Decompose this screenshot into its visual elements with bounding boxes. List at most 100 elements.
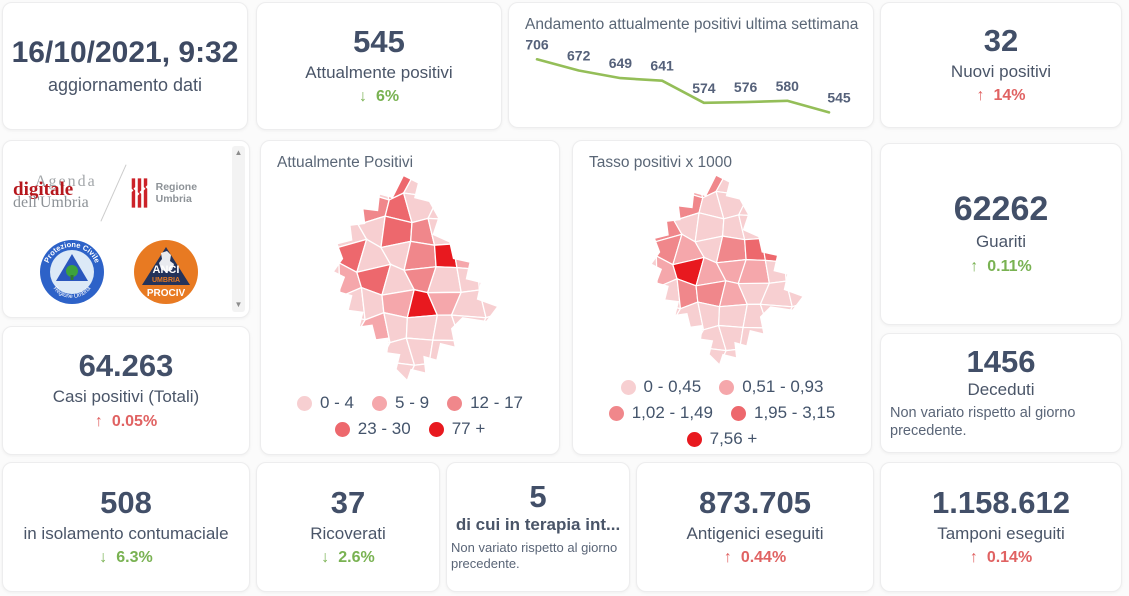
- stat-label: Attualmente positivi: [305, 62, 453, 82]
- card-trend-chart: Andamento attualmente positivi ultima se…: [508, 2, 874, 128]
- stat-delta: ↑ 0.14%: [970, 549, 1032, 567]
- stat-label: Guariti: [975, 232, 1027, 252]
- card-casi-totali: 64.263 Casi positivi (Totali) ↑ 0.05%: [2, 326, 250, 455]
- stat-delta: ↓ 6%: [359, 88, 399, 106]
- legend-dot-icon: [297, 395, 312, 411]
- card-logos: Agenda digitale dell'Umbria Regione Umbr…: [2, 140, 250, 318]
- legend-label: 0,51 - 0,93: [742, 377, 824, 396]
- stat-delta: ↑ 0.44%: [724, 549, 786, 567]
- svg-text:641: 641: [650, 58, 674, 74]
- stat-value: 64.263: [78, 348, 174, 384]
- legend-dot-icon: [731, 405, 746, 421]
- legend-label: 0 - 0,45: [643, 377, 702, 396]
- stat-delta-value: 0.14%: [986, 549, 1033, 567]
- agenda-logo-line1: Agenda: [35, 173, 97, 191]
- legend-label: 77 +: [451, 419, 486, 438]
- legend-dot-icon: [686, 431, 702, 447]
- regione-umbria-logo: Regione Umbria: [130, 176, 225, 210]
- stat-label: Tamponi eseguiti: [937, 523, 1065, 543]
- legend-label: 1,95 - 3,15: [754, 403, 836, 422]
- legend-label: 0 - 4: [320, 393, 355, 412]
- legend-item: 1,02 - 1,49: [608, 403, 713, 423]
- agenda-digitale-umbria-logo: Agenda digitale dell'Umbria: [13, 173, 97, 211]
- svg-text:649: 649: [609, 55, 633, 71]
- stat-label: Deceduti: [967, 379, 1035, 399]
- umbria-choropleth-map-positivi[interactable]: [292, 172, 528, 384]
- svg-text:UMBRIA: UMBRIA: [152, 277, 180, 284]
- legend-label: 1,02 - 1,49: [631, 403, 713, 422]
- legend-label: 5 - 9: [395, 393, 430, 412]
- umbria-choropleth-map-tasso[interactable]: [613, 172, 831, 368]
- card-attualmente-positivi: 545 Attualmente positivi ↓ 6%: [256, 2, 502, 130]
- svg-text:ANCI: ANCI: [153, 264, 180, 276]
- stat-label: Casi positivi (Totali): [52, 387, 200, 407]
- svg-text:672: 672: [567, 48, 591, 64]
- svg-text:PROCIV: PROCIV: [147, 288, 186, 299]
- stat-delta: ↓ 6.3%: [99, 549, 152, 567]
- stat-label: Nuovi positivi: [950, 61, 1052, 81]
- stat-value: 1456: [966, 343, 1036, 379]
- stat-value: 545: [353, 23, 405, 59]
- legend-item: 1,95 - 3,15: [731, 403, 835, 423]
- card-map-tasso-positivi: Tasso positivi x 1000 0 - 0,45 0,51 - 0,9…: [572, 140, 872, 455]
- stat-label: Ricoverati: [310, 523, 386, 543]
- stat-value: 873.705: [698, 484, 812, 520]
- legend-item: 5 - 9: [372, 393, 429, 413]
- legend-dot-icon: [428, 421, 444, 437]
- trend-line-chart[interactable]: 706 672 649 641 574 576 580 545: [509, 34, 873, 130]
- card-antigenici: 873.705 Antigenici eseguiti ↑ 0.44%: [636, 462, 874, 592]
- protezione-civile-logo: Protezione Civile Regione Umbria: [40, 240, 104, 304]
- legend-item: 0,51 - 0,93: [719, 377, 823, 397]
- stat-value: 1.158.612: [932, 484, 1070, 520]
- stat-value: 508: [100, 484, 152, 520]
- stat-delta-value: 6%: [375, 88, 400, 106]
- legend-dot-icon: [334, 421, 350, 437]
- logo-divider: [100, 164, 127, 222]
- card-terapia-intensiva: 5 di cui in terapia int... Non variato r…: [446, 462, 630, 592]
- legend-label: 12 - 17: [470, 393, 523, 412]
- map2-legend: 0 - 0,45 0,51 - 0,93 1,02 - 1,49 1,95 - 3,1…: [573, 368, 871, 452]
- stat-delta-value: 0.11%: [987, 257, 1032, 275]
- card-deceduti: 1456 Deceduti Non variato rispetto al gi…: [880, 333, 1122, 453]
- stat-value: 62262: [953, 190, 1049, 229]
- stat-label: di cui in terapia int...: [455, 515, 621, 535]
- legend-dot-icon: [608, 405, 624, 421]
- regione-umbria-bars-icon: [131, 178, 147, 208]
- legend-item: 0 - 0,45: [620, 377, 702, 397]
- stat-note: Non variato rispetto al giorno precedent…: [451, 540, 618, 572]
- map2-title: Tasso positivi x 1000: [589, 154, 733, 171]
- arrow-down-icon: ↓: [99, 549, 108, 567]
- stat-label: in isolamento contumaciale: [23, 523, 229, 543]
- arrow-up-icon: ↑: [970, 257, 979, 275]
- scroll-up-icon[interactable]: ▲: [234, 148, 243, 157]
- arrow-up-icon: ↑: [976, 87, 985, 105]
- legend-item: 0 - 4: [297, 393, 354, 413]
- stat-delta: ↓ 2.6%: [321, 549, 374, 567]
- legend-item: 77 +: [428, 419, 486, 439]
- stat-value: 5: [529, 479, 547, 515]
- arrow-up-icon: ↑: [723, 549, 732, 567]
- svg-text:580: 580: [776, 78, 800, 94]
- stat-delta: ↑ 0.05%: [95, 413, 157, 431]
- card-ricoverati: 37 Ricoverati ↓ 2.6%: [256, 462, 440, 592]
- stat-delta-value: 14%: [993, 87, 1026, 105]
- card-isolamento: 508 in isolamento contumaciale ↓ 6.3%: [2, 462, 250, 592]
- map1-title: Attualmente Positivi: [277, 154, 414, 171]
- legend-dot-icon: [447, 395, 463, 411]
- legend-item: 7,56 +: [686, 429, 757, 449]
- stat-delta: ↑ 14%: [976, 87, 1025, 105]
- update-datetime: 16/10/2021, 9:32: [11, 36, 239, 69]
- legend-dot-icon: [719, 379, 735, 395]
- svg-text:706: 706: [525, 36, 549, 52]
- legend-dot-icon: [620, 379, 636, 395]
- stat-delta: ↑ 0.11%: [970, 258, 1031, 276]
- stat-delta-value: 2.6%: [338, 549, 375, 567]
- card-update-datetime: 16/10/2021, 9:32 aggiornamento dati: [2, 2, 248, 130]
- update-caption: aggiornamento dati: [47, 75, 203, 95]
- map1-legend: 0 - 4 5 - 9 12 - 17 23 - 30 77 +: [261, 384, 559, 442]
- stat-delta-value: 6.3%: [116, 549, 153, 567]
- scroll-down-icon[interactable]: ▼: [234, 300, 243, 309]
- logos-scrollbar[interactable]: ▲ ▼: [232, 146, 245, 312]
- svg-text:545: 545: [827, 89, 851, 105]
- agenda-logo-line2: digitale: [13, 178, 74, 200]
